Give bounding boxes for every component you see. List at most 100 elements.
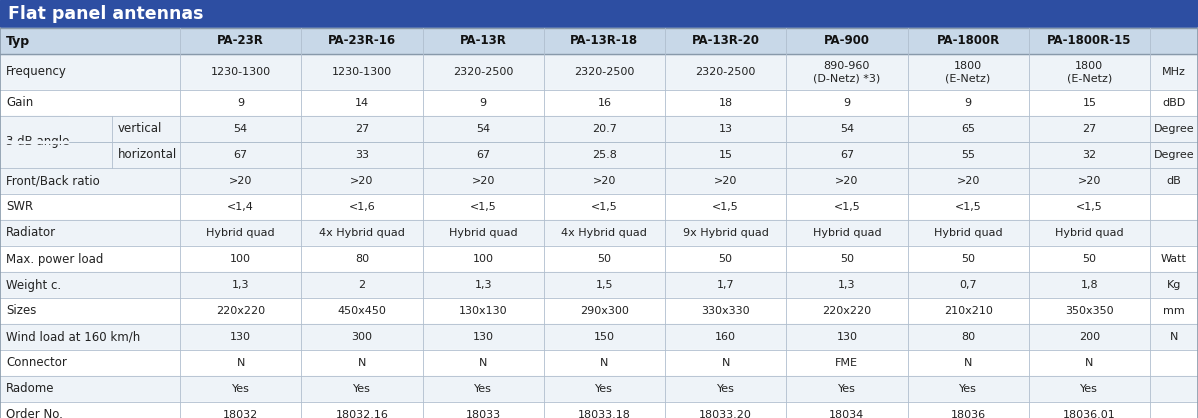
Text: Wind load at 160 km/h: Wind load at 160 km/h	[6, 331, 140, 344]
Text: 2320-2500: 2320-2500	[453, 67, 513, 77]
Text: 50: 50	[961, 254, 975, 264]
Text: 350x350: 350x350	[1065, 306, 1114, 316]
Text: N: N	[600, 358, 609, 368]
Text: PA-900: PA-900	[824, 35, 870, 48]
Bar	[0, 90, 1198, 116]
Bar	[0, 142, 1198, 168]
Text: 2: 2	[358, 280, 365, 290]
Text: Hybrid quad: Hybrid quad	[933, 228, 1003, 238]
Text: 67: 67	[840, 150, 854, 160]
Text: 160: 160	[715, 332, 736, 342]
Text: 20.7: 20.7	[592, 124, 617, 134]
Text: Frequency: Frequency	[6, 66, 67, 79]
Text: 1800
(E-Netz): 1800 (E-Netz)	[1066, 61, 1112, 83]
Text: 200: 200	[1079, 332, 1100, 342]
Text: <1,5: <1,5	[955, 202, 981, 212]
Text: 27: 27	[1082, 124, 1096, 134]
Text: 290x300: 290x300	[580, 306, 629, 316]
Text: Hybrid quad: Hybrid quad	[206, 228, 274, 238]
Bar	[0, 116, 68, 168]
Text: PA-13R-18: PA-13R-18	[570, 35, 639, 48]
Text: 50: 50	[719, 254, 733, 264]
Text: N: N	[721, 358, 730, 368]
Bar	[0, 272, 1198, 298]
Text: PA-13R: PA-13R	[460, 35, 507, 48]
Text: 9: 9	[479, 98, 486, 108]
Text: 18032.16: 18032.16	[335, 410, 388, 418]
Text: mm: mm	[1163, 306, 1185, 316]
Bar	[0, 298, 1198, 324]
Text: Max. power load: Max. power load	[6, 252, 103, 265]
Text: 50: 50	[598, 254, 611, 264]
Text: 210x210: 210x210	[944, 306, 993, 316]
Text: >20: >20	[1078, 176, 1101, 186]
Bar	[0, 220, 1198, 246]
Text: 1800
(E-Netz): 1800 (E-Netz)	[945, 61, 991, 83]
Text: 100: 100	[473, 254, 494, 264]
Text: PA-1800R-15: PA-1800R-15	[1047, 35, 1132, 48]
Text: 18: 18	[719, 98, 733, 108]
Text: 27: 27	[355, 124, 369, 134]
Text: 1,7: 1,7	[716, 280, 734, 290]
Text: 33: 33	[355, 150, 369, 160]
Text: Order No.: Order No.	[6, 408, 62, 418]
Text: <1,5: <1,5	[470, 202, 496, 212]
Text: >20: >20	[956, 176, 980, 186]
Text: 890-960
(D-Netz) *3): 890-960 (D-Netz) *3)	[813, 61, 881, 83]
Text: 3 dB angle: 3 dB angle	[6, 135, 69, 148]
Text: vertical: vertical	[117, 122, 163, 135]
Text: 9: 9	[843, 98, 851, 108]
Text: 1,5: 1,5	[595, 280, 613, 290]
Text: Yes: Yes	[595, 384, 613, 394]
Text: dB: dB	[1167, 176, 1181, 186]
Text: 18033.18: 18033.18	[577, 410, 631, 418]
Text: 15: 15	[1082, 98, 1096, 108]
Text: dBD: dBD	[1162, 98, 1186, 108]
Text: Radome: Radome	[6, 382, 54, 395]
Text: Weight c.: Weight c.	[6, 278, 61, 291]
Bar	[0, 28, 1198, 54]
Text: 50: 50	[1082, 254, 1096, 264]
Text: Radiator: Radiator	[6, 227, 56, 240]
Text: Sizes: Sizes	[6, 304, 36, 318]
Text: Degree: Degree	[1154, 150, 1194, 160]
Text: PA-13R-20: PA-13R-20	[691, 35, 760, 48]
Text: N: N	[479, 358, 488, 368]
Text: Degree: Degree	[1154, 124, 1194, 134]
Text: Yes: Yes	[960, 384, 978, 394]
Bar	[0, 194, 1198, 220]
Bar	[0, 141, 68, 143]
Text: 220x220: 220x220	[822, 306, 871, 316]
Text: horizontal: horizontal	[117, 148, 177, 161]
Text: PA-1800R: PA-1800R	[937, 35, 1000, 48]
Text: 67: 67	[476, 150, 490, 160]
Bar	[0, 350, 1198, 376]
Text: PA-23R: PA-23R	[217, 35, 264, 48]
Text: 1,3: 1,3	[232, 280, 249, 290]
Text: 130x130: 130x130	[459, 306, 508, 316]
Text: Yes: Yes	[353, 384, 371, 394]
Text: 80: 80	[355, 254, 369, 264]
Text: Yes: Yes	[231, 384, 249, 394]
Text: 4x Hybrid quad: 4x Hybrid quad	[562, 228, 647, 238]
Bar	[0, 0, 1198, 28]
Text: 18036.01: 18036.01	[1063, 410, 1115, 418]
Text: 54: 54	[476, 124, 490, 134]
Text: <1,6: <1,6	[349, 202, 375, 212]
Text: >20: >20	[835, 176, 859, 186]
Text: MHz: MHz	[1162, 67, 1186, 77]
Text: >20: >20	[350, 176, 374, 186]
Text: Yes: Yes	[1081, 384, 1099, 394]
Text: N: N	[1169, 332, 1178, 342]
Text: SWR: SWR	[6, 201, 34, 214]
Text: 1,8: 1,8	[1081, 280, 1099, 290]
Text: Flat panel antennas: Flat panel antennas	[8, 5, 204, 23]
Text: 1230-1300: 1230-1300	[332, 67, 392, 77]
Text: 130: 130	[836, 332, 858, 342]
Text: 0,7: 0,7	[960, 280, 976, 290]
Text: <1,5: <1,5	[834, 202, 860, 212]
Text: Hybrid quad: Hybrid quad	[812, 228, 882, 238]
Text: Kg: Kg	[1167, 280, 1181, 290]
Text: >20: >20	[229, 176, 253, 186]
Text: Yes: Yes	[474, 384, 492, 394]
